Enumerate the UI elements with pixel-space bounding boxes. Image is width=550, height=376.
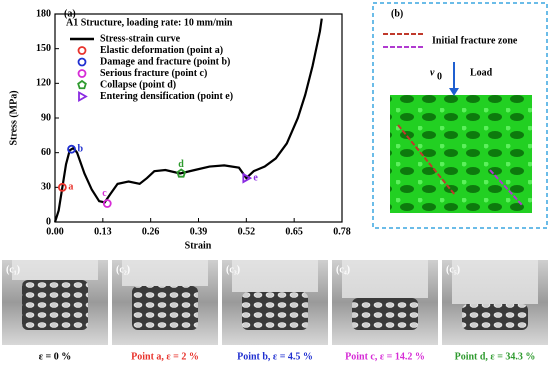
specimen (132, 286, 198, 330)
photo-label: (c₁) (6, 264, 20, 275)
platen (232, 260, 318, 292)
velocity-sub: 0 (437, 71, 442, 82)
specimen (22, 280, 88, 330)
photo-caption: Point d, ε = 34.3 % (455, 351, 536, 362)
point-marker (57, 182, 67, 192)
photo-label: (c₅) (446, 264, 460, 275)
legend-text: Entering densification (point e) (100, 91, 233, 102)
y-tick-label: 180 (36, 8, 51, 19)
chart-title: A1 Structure, loading rate: 10 mm/min (66, 17, 233, 28)
x-tick-label: 0.26 (142, 226, 160, 237)
point-marker (102, 199, 112, 208)
photo-caption: ε = 0 % (39, 351, 71, 362)
x-tick-label: 0.39 (190, 226, 208, 237)
platen (122, 260, 208, 286)
y-tick-label: 30 (41, 182, 51, 193)
specimen (462, 304, 528, 330)
photo-caption: Point c, ε = 14.2 % (345, 351, 425, 362)
photo-label: (c₃) (226, 264, 240, 275)
fracture-arrow (489, 169, 523, 206)
point-marker (242, 172, 253, 184)
point-label: e (253, 172, 258, 183)
point-label: a (68, 182, 73, 193)
legend-text: Collapse (point d) (100, 79, 176, 90)
platen (452, 260, 538, 304)
legend-marker (78, 90, 88, 103)
x-tick-label: 0.65 (285, 226, 303, 237)
legend-text: Serious fracture (point c) (100, 68, 207, 79)
point-marker (176, 168, 187, 178)
point-marker (67, 144, 76, 154)
y-tick-label: 0 (46, 216, 51, 227)
platen (12, 260, 98, 280)
platen (342, 260, 428, 298)
fracture-arrow (397, 124, 456, 196)
x-tick-label: 0.52 (238, 226, 256, 237)
legend-marker (77, 57, 87, 67)
legend-text: Damage and fracture (point b) (100, 56, 230, 67)
legend-text: Stress-strain curve (100, 33, 181, 44)
legend-text: Initial fracture zone (432, 35, 518, 46)
x-tick-label: 0.78 (333, 226, 351, 237)
panel-b: (b) Initial fracture zone v 0 Load (372, 2, 548, 229)
legend-marker (77, 46, 87, 55)
specimen (242, 292, 308, 330)
photo-label: (c₄) (336, 264, 350, 275)
photo-caption: Point a, ε = 2 % (131, 351, 199, 362)
y-tick-label: 120 (36, 78, 51, 89)
x-tick-label: 0.00 (46, 226, 64, 237)
y-axis-label: Stress (MPa) (8, 90, 19, 145)
point-label: d (178, 159, 184, 170)
photos: (c₁) ε = 0 % (c₂) Point a, ε = 2 % (c₃) Point… (2, 260, 548, 362)
point-label: c (102, 188, 107, 199)
load-label: Load (470, 67, 493, 78)
photo-caption: Point b, ε = 4.5 % (237, 351, 313, 362)
load-arrowhead (449, 88, 459, 96)
point-label: b (78, 143, 84, 154)
velocity: v (430, 67, 435, 78)
photo-label: (c₂) (116, 264, 130, 275)
specimen (352, 298, 418, 330)
lattice-model (390, 95, 532, 213)
y-tick-label: 90 (41, 112, 51, 123)
legend-text: Elastic deformation (point a) (100, 45, 223, 56)
legend-marker (77, 69, 87, 78)
x-axis-label: Strain (185, 240, 212, 251)
x-tick-label: 0.13 (94, 226, 112, 237)
y-tick-label: 60 (41, 147, 51, 158)
panel-label: (b) (391, 8, 403, 19)
legend-marker (77, 79, 87, 90)
panel-label: (a) (64, 8, 76, 19)
y-tick-label: 150 (36, 43, 51, 54)
